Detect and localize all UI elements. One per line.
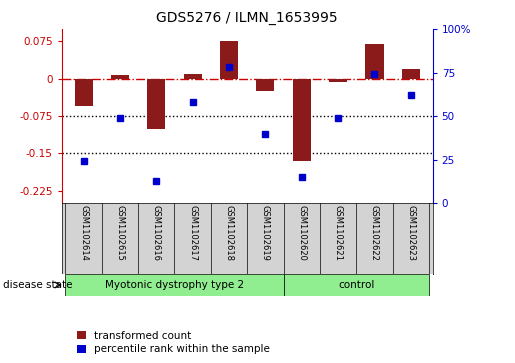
Bar [365,44,384,79]
FancyBboxPatch shape [284,274,429,296]
Text: GSM1102617: GSM1102617 [188,205,197,261]
Text: GSM1102623: GSM1102623 [406,205,415,261]
Bar [111,75,129,79]
Bar [75,79,93,106]
Text: disease state: disease state [3,280,72,290]
FancyBboxPatch shape [65,274,284,296]
Bar [147,79,165,129]
Text: GSM1102622: GSM1102622 [370,205,379,261]
Bar [220,41,238,79]
Bar [293,79,311,161]
Text: GSM1102615: GSM1102615 [115,205,125,261]
Text: GSM1102619: GSM1102619 [261,205,270,261]
Text: GSM1102614: GSM1102614 [79,205,88,261]
Bar [402,69,420,79]
Text: GSM1102620: GSM1102620 [297,205,306,261]
Text: Myotonic dystrophy type 2: Myotonic dystrophy type 2 [105,280,244,290]
Text: control: control [338,280,374,290]
Text: GSM1102618: GSM1102618 [225,205,233,261]
Legend: transformed count, percentile rank within the sample: transformed count, percentile rank withi… [77,331,270,354]
Bar [329,79,347,82]
Title: GDS5276 / ILMN_1653995: GDS5276 / ILMN_1653995 [157,11,338,25]
Bar [256,79,274,91]
Text: GSM1102616: GSM1102616 [152,205,161,261]
Bar [183,74,202,79]
Text: GSM1102621: GSM1102621 [334,205,342,261]
